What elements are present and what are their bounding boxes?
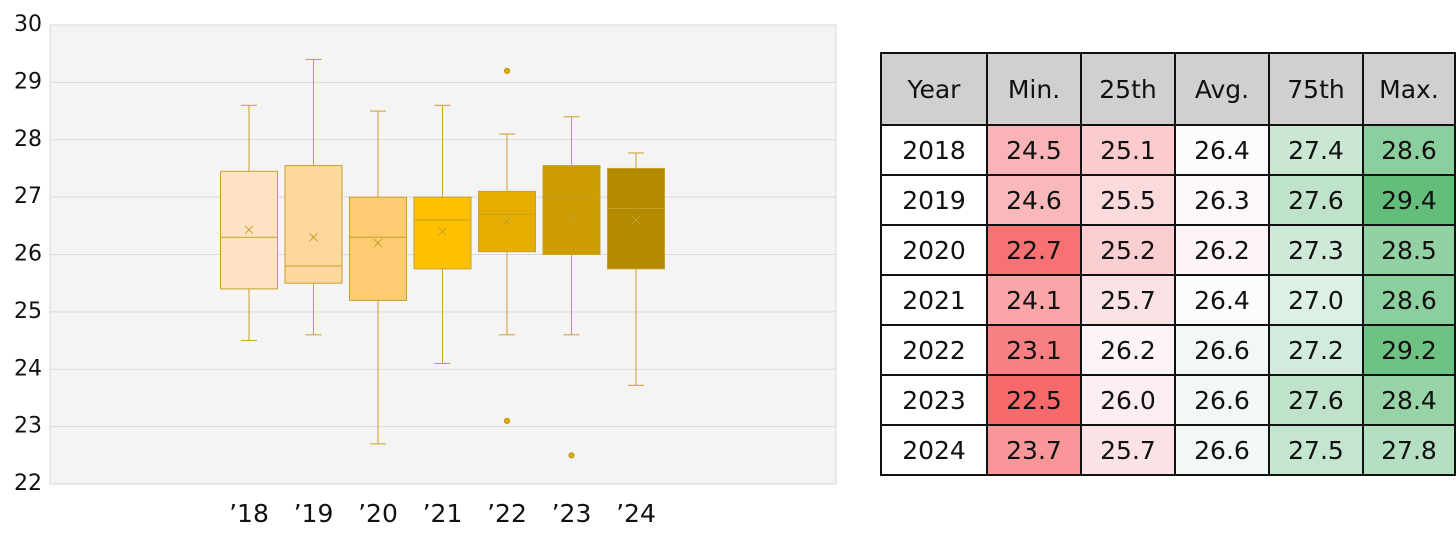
value-cell: 23.7 xyxy=(986,424,1082,476)
header-cell: Avg. xyxy=(1174,52,1270,126)
x-tick-label: ’18 xyxy=(229,499,269,528)
value-cell: 26.6 xyxy=(1174,424,1270,476)
year-cell: 2024 xyxy=(880,424,988,476)
mean-marker xyxy=(244,225,254,235)
value-cell: 22.5 xyxy=(986,374,1082,426)
outlier xyxy=(504,67,510,74)
header-cell: Year xyxy=(880,52,988,126)
y-tick-label: 25 xyxy=(14,299,42,324)
value-cell: 26.4 xyxy=(1174,274,1270,326)
table-row: 2022 23.1 26.2 26.6 27.2 29.2 xyxy=(880,324,1456,376)
x-tick-label: ’22 xyxy=(487,499,527,528)
outlier xyxy=(504,417,510,424)
mean-marker xyxy=(373,238,383,248)
outlier xyxy=(568,452,575,459)
value-cell: 25.7 xyxy=(1080,274,1176,326)
value-cell: 25.1 xyxy=(1080,124,1176,176)
value-cell: 27.0 xyxy=(1268,274,1364,326)
value-cell: 22.7 xyxy=(986,224,1082,276)
value-cell: 27.2 xyxy=(1268,324,1364,376)
mean-marker xyxy=(309,232,318,242)
box xyxy=(284,165,343,284)
value-cell: 26.4 xyxy=(1174,124,1270,176)
y-tick-label: 22 xyxy=(14,471,42,496)
stats-table: Year Min. 25th Avg. 75th Max. 2018 24.5 25.1 26.4… xyxy=(880,52,1456,476)
chart: 22 23 24 25 26 27 28 29 30 ’18 ’19 ’20 ’21 ’22 ’23 ’24 xyxy=(14,12,837,528)
mean-marker xyxy=(631,215,641,225)
value-cell: 27.6 xyxy=(1268,174,1364,226)
y-tick-label: 30 xyxy=(14,12,42,37)
header-row: Year Min. 25th Avg. 75th Max. xyxy=(880,52,1456,126)
value-cell: 25.7 xyxy=(1080,424,1176,476)
value-cell: 28.6 xyxy=(1362,274,1456,326)
value-cell: 29.4 xyxy=(1362,174,1456,226)
year-cell: 2023 xyxy=(880,374,988,426)
mean-marker xyxy=(438,227,447,236)
table-row: 2024 23.7 25.7 26.6 27.5 27.8 xyxy=(880,424,1456,476)
value-cell: 26.2 xyxy=(1174,224,1270,276)
value-cell: 27.3 xyxy=(1268,224,1364,276)
box xyxy=(349,196,407,301)
value-cell: 27.6 xyxy=(1268,374,1364,426)
x-tick-label: ’20 xyxy=(358,499,398,528)
value-cell: 28.5 xyxy=(1362,224,1456,276)
value-cell: 25.2 xyxy=(1080,224,1176,276)
x-tick-label: ’21 xyxy=(423,499,463,528)
y-tick-label: 23 xyxy=(14,414,42,439)
header-cell: 25th xyxy=(1080,52,1176,126)
table-row: 2023 22.5 26.0 26.6 27.6 28.4 xyxy=(880,374,1456,426)
header-cell: Max. xyxy=(1362,52,1456,126)
value-cell: 26.0 xyxy=(1080,374,1176,426)
box xyxy=(542,165,601,256)
y-tick-label: 24 xyxy=(14,356,42,381)
year-cell: 2019 xyxy=(880,174,988,226)
year-cell: 2022 xyxy=(880,324,988,376)
table-row: 2019 24.6 25.5 26.3 27.6 29.4 xyxy=(880,174,1456,226)
value-cell: 24.6 xyxy=(986,174,1082,226)
x-tick-label: ’23 xyxy=(552,499,592,528)
value-cell: 26.3 xyxy=(1174,174,1270,226)
year-cell: 2021 xyxy=(880,274,988,326)
table-row: 2020 22.7 25.2 26.2 27.3 28.5 xyxy=(880,224,1456,276)
header-cell: Min. xyxy=(986,52,1082,126)
value-cell: 27.8 xyxy=(1362,424,1456,476)
value-cell: 29.2 xyxy=(1362,324,1456,376)
y-tick-label: 28 xyxy=(14,127,42,152)
header-cell: 75th xyxy=(1268,52,1364,126)
x-tick-label: ’19 xyxy=(294,499,334,528)
value-cell: 24.1 xyxy=(986,274,1082,326)
value-cell: 27.5 xyxy=(1268,424,1364,476)
value-cell: 24.5 xyxy=(986,124,1082,176)
y-tick-label: 27 xyxy=(14,184,42,209)
year-cell: 2018 xyxy=(880,124,988,176)
value-cell: 28.4 xyxy=(1362,374,1456,426)
value-cell: 25.5 xyxy=(1080,174,1176,226)
value-cell: 23.1 xyxy=(986,324,1082,376)
year-cell: 2020 xyxy=(880,224,988,276)
value-cell: 26.6 xyxy=(1174,324,1270,376)
mean-marker xyxy=(567,214,576,223)
box xyxy=(607,167,665,270)
table-row: 2021 24.1 25.7 26.4 27.0 28.6 xyxy=(880,274,1456,326)
x-tick-label: ’24 xyxy=(616,499,656,528)
table-row: 2018 24.5 25.1 26.4 27.4 28.6 xyxy=(880,124,1456,176)
value-cell: 27.4 xyxy=(1268,124,1364,176)
box xyxy=(413,196,472,270)
value-cell: 26.6 xyxy=(1174,374,1270,426)
y-tick-label: 29 xyxy=(14,69,42,94)
mean-marker xyxy=(502,216,512,226)
value-cell: 26.2 xyxy=(1080,324,1176,376)
y-tick-label: 26 xyxy=(14,242,42,267)
value-cell: 28.6 xyxy=(1362,124,1456,176)
